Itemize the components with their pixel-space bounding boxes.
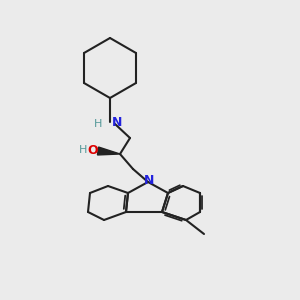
Text: H: H xyxy=(94,119,102,129)
Text: N: N xyxy=(112,116,122,128)
Text: O: O xyxy=(88,143,98,157)
Text: N: N xyxy=(144,173,154,187)
Polygon shape xyxy=(98,147,120,155)
Text: H: H xyxy=(79,145,87,155)
